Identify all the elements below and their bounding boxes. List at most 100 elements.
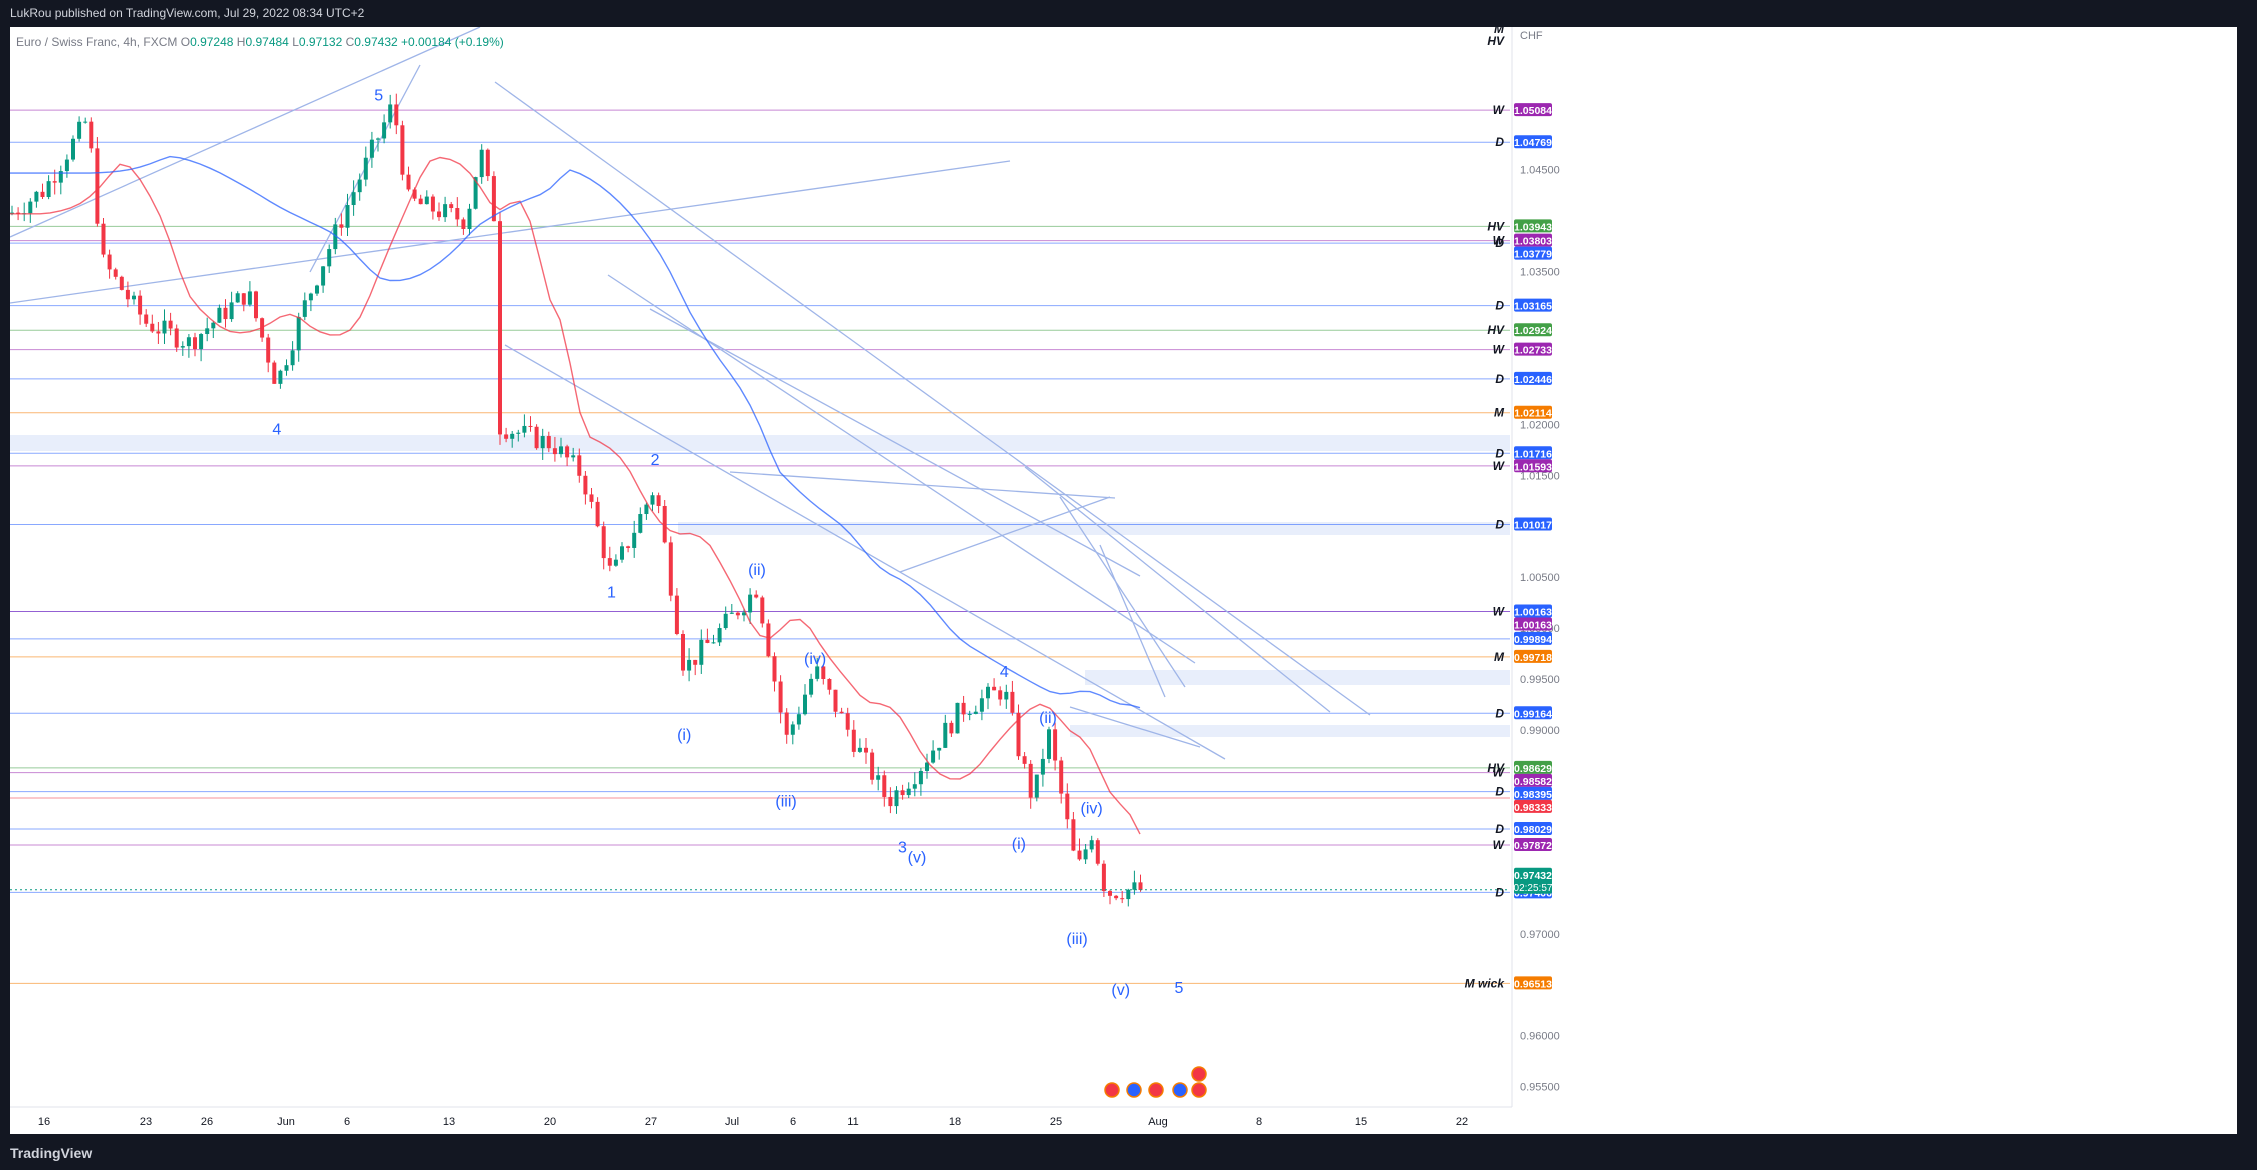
price-level-box bbox=[1514, 342, 1552, 356]
candle-body bbox=[668, 542, 673, 596]
price-level-box bbox=[1514, 706, 1552, 720]
current-price-value: 0.97432 bbox=[1514, 870, 1552, 882]
candle-body bbox=[308, 293, 313, 301]
time-tick-label: 6 bbox=[344, 1116, 350, 1128]
wave-label: (ii) bbox=[748, 562, 766, 579]
trendline bbox=[607, 274, 1196, 664]
candle-body bbox=[1120, 898, 1125, 900]
level-tag: D bbox=[1495, 518, 1504, 532]
chart-area[interactable]: 5 4 2 1 (ii) (i) (iv) (iii) 3 (v) 4 (ii) (iv) (i) (iii… bbox=[10, 27, 2237, 1134]
candle-body bbox=[424, 196, 429, 205]
symbol-name: Euro / Swiss Franc, 4h, FXCM bbox=[16, 35, 178, 49]
candle-body bbox=[363, 157, 368, 180]
open-value: 0.97248 bbox=[190, 35, 234, 49]
level-tag: M bbox=[1494, 27, 1505, 36]
level-tag: HV bbox=[1487, 323, 1505, 337]
level-tag: D bbox=[1495, 706, 1504, 720]
level-tag: M bbox=[1494, 406, 1505, 420]
level-tag: HV bbox=[1487, 761, 1505, 775]
candle-body bbox=[748, 594, 753, 613]
tradingview-logo[interactable]: TradingView bbox=[10, 1145, 93, 1161]
candle-body bbox=[168, 320, 173, 329]
price-level-value: 0.98395 bbox=[1514, 789, 1552, 801]
price-level-box bbox=[1514, 604, 1552, 618]
zone-band bbox=[678, 522, 1510, 535]
candle-body bbox=[1101, 863, 1106, 892]
price-level-value: 1.03165 bbox=[1514, 301, 1552, 313]
price-level-box bbox=[1514, 446, 1552, 460]
price-level-value: 0.98333 bbox=[1514, 802, 1552, 814]
candle-body bbox=[565, 446, 570, 458]
price-level-value: 1.01017 bbox=[1514, 520, 1552, 532]
candle-body bbox=[717, 628, 722, 643]
candle-body bbox=[266, 337, 271, 363]
candle-body bbox=[46, 181, 51, 198]
candle-body bbox=[546, 436, 551, 449]
level-tag: D bbox=[1495, 785, 1504, 799]
close-label: C bbox=[345, 35, 355, 49]
price-level-value: 1.02924 bbox=[1514, 325, 1552, 337]
candle-body bbox=[479, 149, 484, 178]
candle-body bbox=[839, 711, 844, 714]
symbol-header: Euro / Swiss Franc, 4h, FXCM O0.97248 H0… bbox=[16, 35, 504, 49]
time-tick-label: 13 bbox=[443, 1116, 455, 1128]
price-level-value: 0.99894 bbox=[1514, 634, 1552, 646]
candle-body bbox=[498, 221, 502, 435]
candle-body bbox=[119, 276, 124, 290]
candle-body bbox=[101, 223, 106, 255]
candle-body bbox=[778, 681, 783, 713]
candle-body bbox=[491, 176, 496, 222]
trendline bbox=[494, 81, 1371, 716]
price-tick-label: 1.01500 bbox=[1520, 470, 1560, 482]
candle-body bbox=[1034, 774, 1039, 798]
candle-body bbox=[211, 322, 216, 329]
zone-band bbox=[1070, 725, 1510, 737]
price-chart[interactable]: 5421(ii)(i)(iv)(iii)3(v)4(ii)(iv)(i)(iii… bbox=[10, 27, 2237, 1134]
candle-body bbox=[949, 722, 954, 734]
candle-body bbox=[1004, 691, 1009, 700]
time-tick-label: 6 bbox=[790, 1116, 796, 1128]
level-tag: W bbox=[1493, 103, 1506, 117]
trendline bbox=[1024, 466, 1331, 713]
candle-body bbox=[735, 612, 740, 616]
candle-body bbox=[1132, 882, 1137, 890]
candle-body bbox=[485, 149, 490, 177]
price-level-box bbox=[1514, 976, 1552, 990]
price-level-box bbox=[1514, 799, 1552, 813]
candle-body bbox=[754, 594, 759, 598]
candle-body bbox=[711, 642, 716, 644]
candle-body bbox=[784, 712, 789, 735]
candle-body bbox=[418, 198, 423, 205]
candle-body bbox=[58, 171, 63, 183]
candle-body bbox=[559, 446, 563, 455]
candle-body bbox=[943, 722, 948, 748]
candle-body bbox=[1071, 819, 1076, 851]
candle-body bbox=[626, 546, 631, 548]
candle-body bbox=[400, 125, 405, 175]
price-tick-label: 0.99500 bbox=[1520, 674, 1560, 686]
level-tag: W bbox=[1493, 343, 1506, 357]
candle-body bbox=[894, 790, 899, 807]
level-tag: HV bbox=[1487, 34, 1505, 48]
price-level-value: 1.00163 bbox=[1514, 620, 1552, 632]
candle-body bbox=[1083, 849, 1088, 860]
candle-body bbox=[760, 597, 765, 624]
close-value: 0.97432 bbox=[354, 35, 398, 49]
candle-body bbox=[1108, 891, 1112, 896]
time-tick-label: Jun bbox=[277, 1116, 295, 1128]
time-tick-label: Aug bbox=[1148, 1116, 1168, 1128]
candle-body bbox=[864, 747, 868, 753]
candle-body bbox=[918, 770, 923, 785]
candle-body bbox=[132, 295, 136, 300]
time-tick-label: 22 bbox=[1456, 1116, 1468, 1128]
level-tag: D bbox=[1495, 446, 1504, 460]
candle-body bbox=[882, 775, 887, 797]
candle-body bbox=[199, 334, 204, 350]
wave-label: (i) bbox=[677, 727, 691, 744]
trendline bbox=[1069, 706, 1201, 748]
candle-body bbox=[656, 495, 661, 506]
price-level-value: 1.04769 bbox=[1514, 137, 1552, 149]
candle-body bbox=[729, 612, 734, 614]
time-tick-label: 8 bbox=[1256, 1116, 1262, 1128]
time-tick-label: 23 bbox=[140, 1116, 152, 1128]
